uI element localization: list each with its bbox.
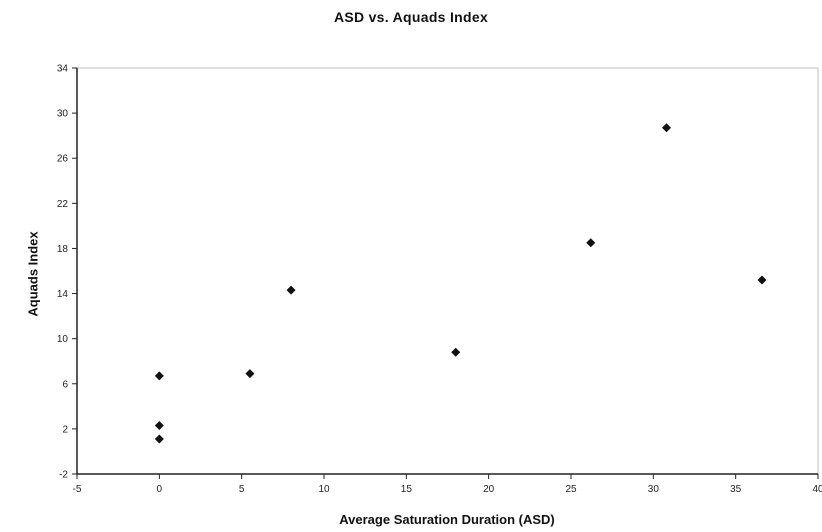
x-tick-label: 35 — [730, 484, 742, 495]
data-point — [154, 371, 164, 381]
x-tick-label: 5 — [239, 484, 245, 495]
y-tick-label: -2 — [59, 470, 68, 481]
x-tick-label: 0 — [157, 484, 163, 495]
x-tick-label: 40 — [812, 484, 822, 495]
y-tick-label: 14 — [57, 289, 69, 300]
x-tick-label: 15 — [401, 484, 413, 495]
chart-title: ASD vs. Aquads Index — [333, 9, 489, 25]
y-tick-label: 30 — [57, 109, 69, 120]
y-tick-label: 26 — [57, 154, 69, 165]
x-tick-label: 10 — [318, 484, 330, 495]
x-axis-label: Average Saturation Duration (ASD) — [339, 512, 555, 527]
y-tick-label: 10 — [57, 334, 69, 345]
data-point — [451, 347, 461, 357]
plot-area — [76, 67, 819, 475]
data-point — [286, 285, 296, 295]
data-point — [662, 123, 672, 133]
x-tick-label: 30 — [648, 484, 660, 495]
x-tick-label: 20 — [483, 484, 495, 495]
data-point — [154, 421, 164, 431]
data-point — [757, 275, 767, 285]
data-point — [586, 238, 596, 248]
y-tick-label: 6 — [62, 379, 68, 390]
y-tick-label: 18 — [57, 244, 69, 255]
y-tick-label: 34 — [57, 64, 69, 75]
y-tick-label: 2 — [62, 424, 68, 435]
data-points — [154, 123, 767, 444]
data-point — [245, 369, 255, 379]
data-point — [154, 434, 164, 444]
x-tick-label: -5 — [73, 484, 82, 495]
x-tick-label: 25 — [565, 484, 577, 495]
y-tick-label: 22 — [57, 199, 69, 210]
